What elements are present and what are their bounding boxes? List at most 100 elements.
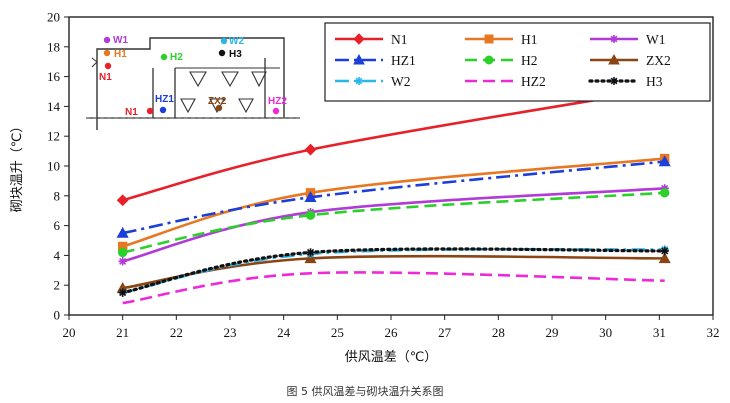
legend-item-h1: H1 — [465, 32, 538, 47]
series-hz2 — [122, 271, 665, 305]
marker-triangle — [116, 226, 129, 238]
legend-label: W1 — [646, 32, 666, 47]
marker-star — [306, 248, 315, 257]
x-tick-label: 31 — [653, 325, 666, 340]
x-tick-label: 29 — [546, 325, 559, 340]
series-line-h1 — [122, 157, 665, 248]
inset-label-w1: W1 — [113, 35, 128, 46]
legend-label: ZX2 — [646, 53, 671, 68]
inset-schematic: W1 H1 N1 N1 W2 H2 H3 HZ1 ZX2 HZ2 — [83, 26, 301, 131]
x-tick-label: 21 — [116, 325, 129, 340]
inset-sensor-n1b — [146, 107, 154, 115]
marker-diamond — [304, 143, 317, 156]
legend-label: H1 — [521, 32, 538, 47]
series-w1 — [118, 184, 669, 266]
marker-star — [610, 77, 618, 85]
legend-item-h3: H3 — [588, 74, 663, 89]
inset-label-n1b: N1 — [125, 107, 138, 118]
marker-star — [118, 257, 127, 266]
series-line-h2 — [122, 191, 665, 254]
inset-label-w2: W2 — [229, 36, 244, 47]
marker-circle — [660, 188, 670, 198]
marker-star — [355, 77, 363, 85]
x-tick-label: 26 — [385, 325, 399, 340]
y-tick-label: 4 — [54, 248, 61, 263]
series-h2 — [117, 188, 670, 258]
series-h3 — [118, 246, 669, 297]
x-tick-label: 27 — [438, 325, 452, 340]
inset-sensor-h2 — [160, 53, 168, 61]
inset-sensor-zx2 — [215, 104, 223, 112]
x-tick-label: 25 — [331, 325, 344, 340]
marker-triangle — [608, 53, 620, 65]
series-hz1 — [116, 155, 671, 238]
legend-item-hz1: HZ1 — [335, 53, 416, 68]
x-tick-label: 32 — [707, 325, 720, 340]
marker-triangle — [353, 53, 365, 65]
y-tick-label: 0 — [54, 308, 61, 323]
series-line-w1 — [122, 187, 665, 263]
x-tick-label: 28 — [492, 325, 505, 340]
inset-break-mark — [91, 57, 98, 68]
inset-sensor-w1 — [103, 36, 111, 44]
x-tick-label: 23 — [224, 325, 237, 340]
x-tick-label: 30 — [599, 325, 612, 340]
legend-item-w1: W1 — [590, 32, 666, 47]
inset-sensor-hz2 — [272, 107, 280, 115]
inset-label-h3: H3 — [229, 49, 242, 60]
marker-triangle — [304, 191, 317, 202]
series-line-hz1 — [122, 160, 665, 235]
marker-square — [484, 34, 494, 44]
inset-label-zx2: ZX2 — [208, 96, 227, 107]
legend-item-h2: H2 — [465, 53, 538, 68]
marker-circle — [305, 210, 316, 220]
y-tick-label: 6 — [54, 218, 61, 233]
legend-label: N1 — [391, 32, 408, 47]
legend-label: W2 — [391, 74, 411, 89]
series-line-hz2 — [122, 271, 665, 305]
legend-label: H3 — [646, 74, 663, 89]
x-tick-label: 20 — [63, 325, 76, 340]
legend-label: HZ1 — [391, 53, 416, 68]
inset-label-h1: H1 — [114, 49, 127, 60]
figure-caption: 图 5 供风温差与砌块温升关系图 — [286, 385, 444, 398]
legend-label: HZ2 — [521, 74, 546, 89]
legend: N1 H1 W1 HZ1 H2 ZX2 W2 HZ2 H3 — [324, 22, 711, 102]
inset-sensor-hz1 — [159, 106, 167, 114]
y-tick-label: 2 — [54, 278, 61, 293]
y-tick-label: 12 — [47, 129, 60, 144]
y-tick-label: 8 — [54, 188, 61, 203]
marker-triangle — [658, 155, 671, 167]
legend-item-zx2: ZX2 — [590, 53, 671, 68]
legend-item-n1: N1 — [335, 32, 408, 47]
y-tick-label: 20 — [47, 10, 60, 25]
marker-diamond — [116, 194, 129, 207]
y-tick-label: 10 — [47, 159, 60, 174]
marker-circle — [484, 55, 494, 65]
inset-label-hz1: HZ1 — [155, 94, 174, 105]
y-axis-title: 砌块温升（℃） — [10, 120, 25, 213]
inset-sensor-h1 — [103, 49, 111, 57]
y-tick-label: 18 — [47, 39, 60, 54]
y-tick-label: 14 — [47, 99, 61, 114]
x-axis-title: 供风温差（℃） — [345, 350, 438, 365]
x-tick-label: 22 — [170, 325, 183, 340]
legend-item-w2: W2 — [335, 74, 411, 89]
inset-sensor-h3 — [218, 49, 226, 57]
inset-sensor-w2 — [220, 37, 228, 45]
legend-item-hz2: HZ2 — [465, 74, 546, 89]
series-line-h3 — [121, 247, 667, 295]
marker-triangle — [658, 252, 671, 264]
x-axis: 20 21 22 23 24 25 26 27 28 29 30 31 32 — [63, 315, 720, 340]
inset-label-hz2: HZ2 — [268, 96, 287, 107]
legend-box — [324, 22, 711, 102]
inset-triangles — [180, 71, 267, 114]
marker-star — [118, 288, 127, 297]
inset-sensor-n1a — [104, 62, 112, 70]
inset-label-n1a: N1 — [99, 72, 112, 83]
marker-star — [660, 246, 669, 256]
marker-diamond — [353, 33, 365, 45]
y-axis: 0 2 4 6 8 10 12 14 16 18 20 — [47, 10, 69, 323]
inset-label-h2: H2 — [170, 52, 183, 63]
